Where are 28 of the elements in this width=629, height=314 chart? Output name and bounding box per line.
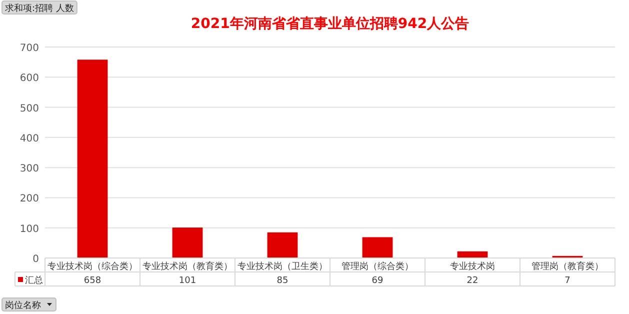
bar: [267, 232, 298, 258]
x-tick-label: 专业技术岗: [450, 261, 495, 272]
y-tick-label: 400: [20, 133, 39, 144]
x-tick-label: 专业技术岗（教育类）: [142, 261, 232, 272]
y-tick-label: 0: [32, 254, 39, 265]
data-label: 7: [564, 276, 570, 286]
y-tick-label: 700: [20, 43, 39, 54]
data-label: 22: [466, 276, 478, 286]
data-label: 101: [178, 276, 196, 286]
bar: [77, 60, 108, 258]
y-tick-label: 200: [20, 194, 39, 205]
legend-label: 汇总: [25, 275, 43, 286]
bar: [362, 237, 393, 258]
bar: [172, 228, 203, 258]
x-tick-label: 管理岗（教育类）: [532, 261, 604, 272]
y-tick-label: 600: [20, 73, 39, 84]
data-label: 658: [84, 276, 102, 286]
text: 岗位名称: [5, 300, 41, 311]
data-label: 69: [372, 276, 384, 286]
x-tick-label: 专业技术岗（卫生类）: [238, 261, 328, 272]
y-tick-label: 300: [20, 164, 39, 175]
x-tick-label: 专业技术岗（综合类）: [48, 261, 138, 272]
y-tick-label: 100: [20, 224, 39, 235]
data-label: 85: [276, 276, 288, 286]
text: 求和项:招聘 人数: [5, 3, 74, 14]
y-tick-label: 500: [20, 103, 39, 114]
chart-title: 2021年河南省省直事业单位招聘942人公告: [190, 16, 470, 32]
x-tick-label: 管理岗（综合类）: [342, 261, 414, 272]
